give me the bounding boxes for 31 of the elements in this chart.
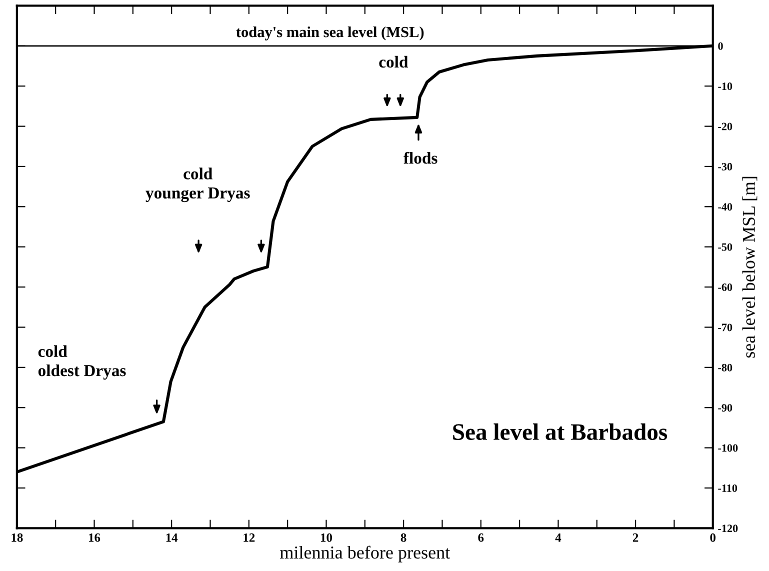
y-axis-title: sea level below MSL [m] xyxy=(742,176,758,358)
y-tick-label: -110 xyxy=(718,484,738,492)
y-tick-label: 0 xyxy=(718,42,723,50)
x-tick-label: 6 xyxy=(478,533,484,542)
annotation: cold oldest Dryas xyxy=(38,345,126,380)
x-tick-label: 14 xyxy=(166,533,178,542)
x-axis-title: milennia before present xyxy=(280,546,450,562)
x-tick-label: 12 xyxy=(244,533,255,542)
annotation: Sea level at Barbados xyxy=(453,423,668,440)
x-tick-label: 10 xyxy=(320,533,332,542)
y-tick-label: -70 xyxy=(718,324,732,332)
y-tick-label: -60 xyxy=(718,284,732,291)
y-tick-label: -90 xyxy=(718,404,732,412)
x-tick-label: 0 xyxy=(710,533,716,542)
annotation: cold xyxy=(379,56,408,68)
y-tick-label: -10 xyxy=(718,82,732,90)
y-tick-label: -20 xyxy=(718,122,732,130)
x-tick-label: 2 xyxy=(632,533,638,542)
y-tick-label: -30 xyxy=(718,162,732,170)
y-tick-label: -120 xyxy=(718,524,738,532)
y-tick-label: -50 xyxy=(718,243,732,251)
x-tick-label: 16 xyxy=(88,533,100,542)
x-tick-label: 4 xyxy=(555,533,562,542)
x-tick-label: 8 xyxy=(400,533,406,542)
x-tick-label: 18 xyxy=(12,533,23,542)
annotation: cold younger Dryas xyxy=(146,168,250,202)
y-tick-label: -100 xyxy=(718,444,738,452)
y-tick-label: -40 xyxy=(718,203,732,211)
annotation: flods xyxy=(404,152,438,164)
ref-line-label: today's main sea level (MSL) xyxy=(236,26,424,40)
y-tick-label: -80 xyxy=(718,364,732,372)
